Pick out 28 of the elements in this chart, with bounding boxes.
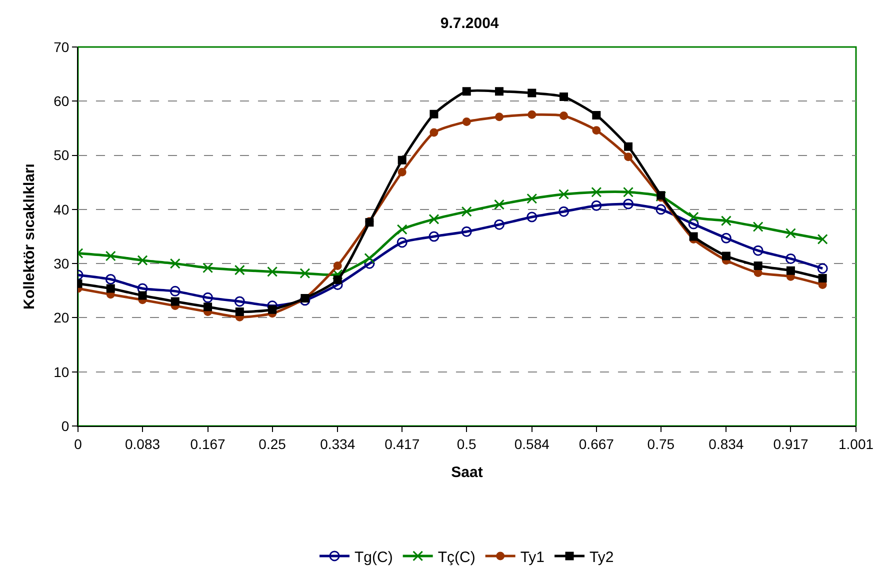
x-tick-label: 0.083 <box>124 436 160 452</box>
y-axis-title: Kollektör sıcaklıkları <box>20 164 38 310</box>
legend-label: Ty2 <box>590 548 614 566</box>
y-tick-label: 40 <box>54 201 70 218</box>
x-tick-label: 0.334 <box>320 436 356 452</box>
legend-label: Tg(C) <box>354 548 393 566</box>
legend-label: Ty1 <box>520 548 545 566</box>
x-tick-label: 0.75 <box>647 436 675 452</box>
y-tick-label: 20 <box>54 310 70 326</box>
legend-label: Tç(C) <box>438 548 476 566</box>
x-tick-label: 0.584 <box>514 436 550 452</box>
y-tick-label: 10 <box>54 364 70 380</box>
x-tick-label: 0.917 <box>773 436 808 452</box>
x-tick-label: 0.25 <box>258 436 286 452</box>
x-tick-label: 0.667 <box>578 436 614 452</box>
y-tick-label: 0 <box>61 418 70 434</box>
chart-title: 9.7.2004 <box>440 15 500 32</box>
x-tick-label: 1.001 <box>838 436 874 452</box>
x-tick-label: 0.417 <box>384 436 420 452</box>
y-tick-label: 30 <box>54 255 70 272</box>
y-tick-label: 60 <box>54 93 70 110</box>
y-tick-label: 50 <box>54 147 70 164</box>
x-tick-label: 0.834 <box>708 436 744 452</box>
x-tick-label: 0.167 <box>190 436 226 452</box>
x-tick-label: 0 <box>74 436 82 452</box>
x-axis-title: Saat <box>451 464 483 481</box>
y-tick-label: 70 <box>54 38 70 55</box>
x-tick-label: 0.5 <box>456 436 477 452</box>
